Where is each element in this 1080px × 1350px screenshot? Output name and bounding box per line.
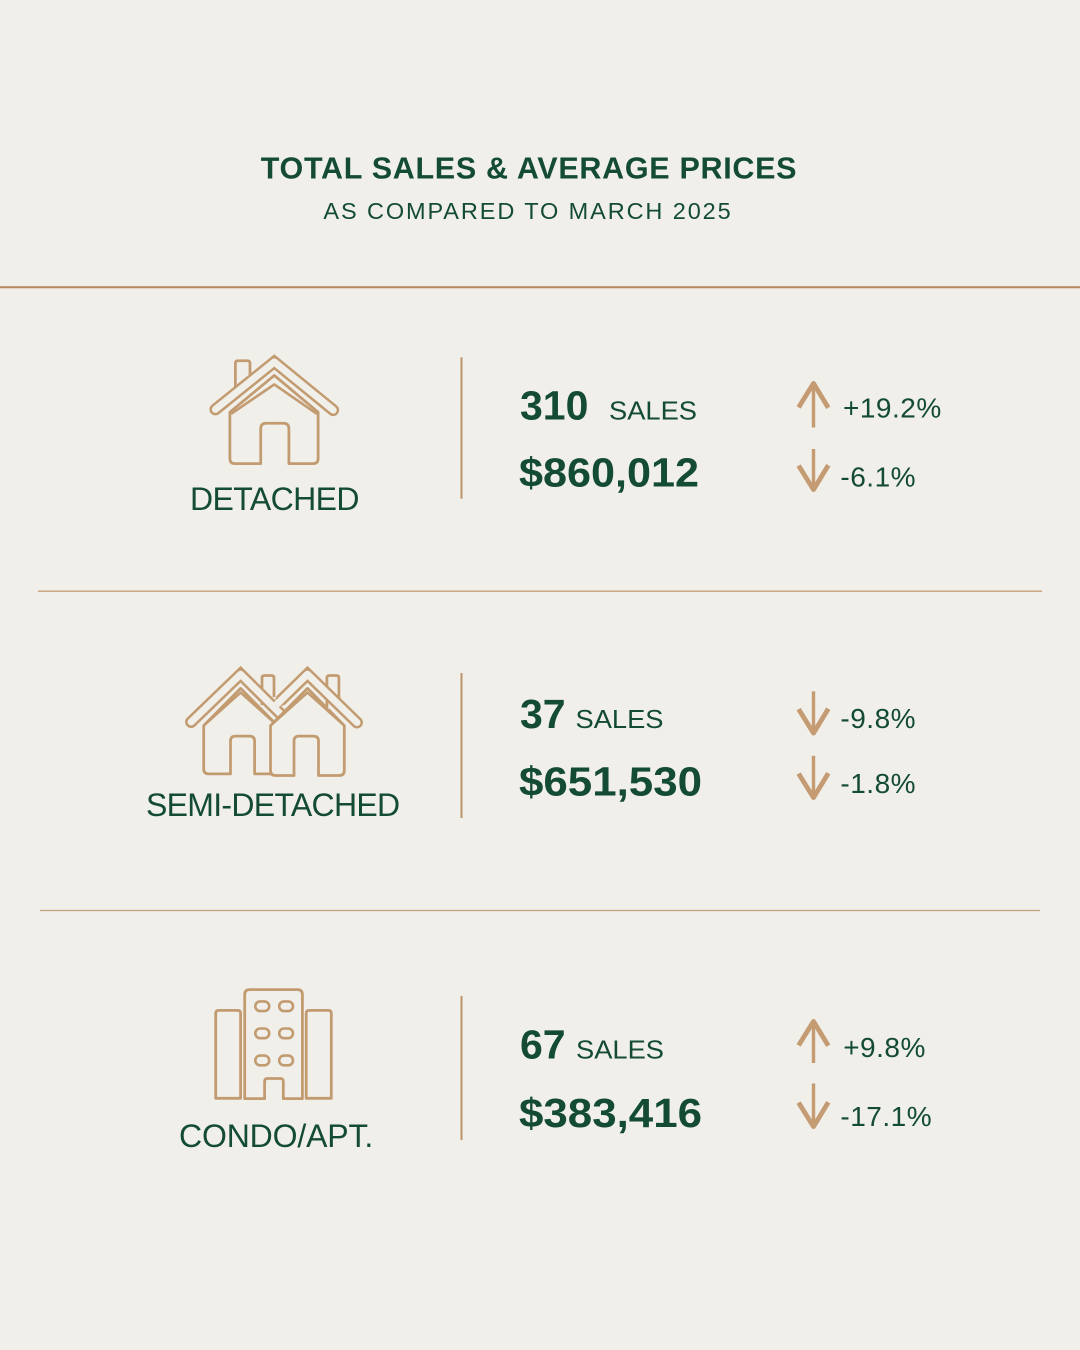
svg-text:SEMI-DETACHED: SEMI-DETACHED	[146, 787, 399, 823]
svg-text:-17.1%: -17.1%	[840, 1101, 932, 1132]
svg-text:$860,012: $860,012	[519, 450, 699, 496]
svg-text:SALES: SALES	[576, 1035, 664, 1065]
svg-text:$383,416: $383,416	[519, 1090, 702, 1136]
svg-text:AS COMPARED TO MARCH 2025: AS COMPARED TO MARCH 2025	[323, 198, 732, 224]
svg-text:CONDO/APT.: CONDO/APT.	[179, 1118, 373, 1154]
svg-text:37: 37	[520, 691, 566, 737]
svg-text:-9.8%: -9.8%	[840, 703, 916, 734]
svg-text:SALES: SALES	[609, 395, 697, 425]
svg-text:-6.1%: -6.1%	[840, 461, 916, 492]
svg-text:-1.8%: -1.8%	[840, 768, 916, 799]
svg-text:TOTAL SALES & AVERAGE PRICES: TOTAL SALES & AVERAGE PRICES	[261, 151, 797, 185]
svg-text:+9.8%: +9.8%	[843, 1032, 926, 1063]
svg-text:67: 67	[520, 1022, 566, 1068]
svg-text:$651,530: $651,530	[519, 759, 702, 805]
svg-text:SALES: SALES	[576, 704, 664, 734]
svg-text:+19.2%: +19.2%	[843, 392, 942, 423]
svg-text:DETACHED: DETACHED	[190, 481, 359, 517]
svg-text:310: 310	[520, 382, 588, 428]
